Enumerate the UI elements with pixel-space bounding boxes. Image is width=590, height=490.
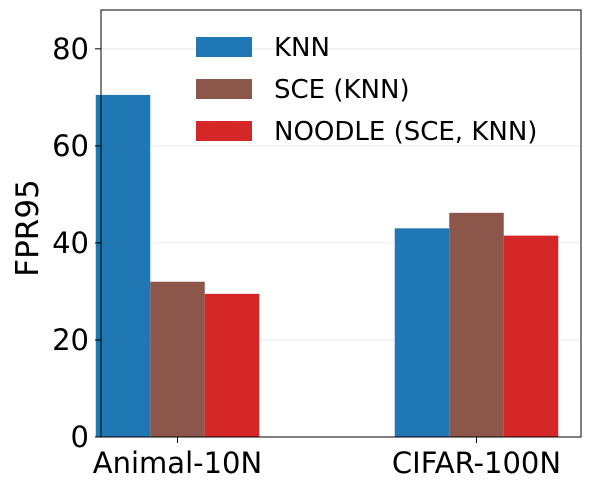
x-tick-label: CIFAR-100N bbox=[392, 446, 561, 480]
legend: KNN SCE (KNN) NOODLE (SCE, KNN) bbox=[196, 33, 537, 147]
y-tick-label: 80 bbox=[52, 32, 89, 66]
bar-knn-0 bbox=[95, 94, 151, 438]
bar-knn-1 bbox=[394, 228, 450, 437]
legend-label: NOODLE (SCE, KNN) bbox=[274, 117, 537, 147]
legend-swatch bbox=[196, 37, 252, 57]
y-tick-label: 0 bbox=[71, 420, 89, 454]
bar-noodle-sce-knn-0 bbox=[204, 293, 260, 437]
legend-swatch bbox=[196, 79, 252, 99]
y-axis-ticks: 0 20 40 60 80 bbox=[52, 32, 101, 454]
bar-sce-knn-1 bbox=[449, 212, 504, 437]
bars-group bbox=[95, 94, 559, 438]
legend-label: SCE (KNN) bbox=[274, 75, 410, 105]
y-tick-label: 20 bbox=[52, 323, 89, 357]
x-tick-label: Animal-10N bbox=[93, 446, 262, 480]
plot-frame bbox=[100, 9, 582, 438]
legend-label: KNN bbox=[274, 33, 330, 63]
bar-noodle-sce-knn-1 bbox=[503, 235, 559, 437]
bar-sce-knn-0 bbox=[150, 281, 205, 437]
y-tick-label: 60 bbox=[52, 129, 89, 163]
y-tick-label: 40 bbox=[52, 226, 89, 260]
y-axis-title: FPR95 bbox=[10, 179, 46, 277]
legend-swatch bbox=[196, 121, 252, 141]
x-axis-ticks: Animal-10N CIFAR-100N bbox=[93, 437, 561, 480]
